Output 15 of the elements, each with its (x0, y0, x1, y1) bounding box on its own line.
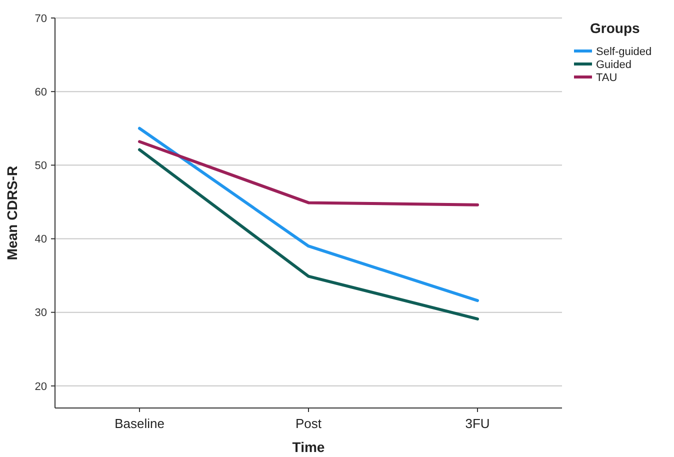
y-tick-label: 20 (34, 380, 47, 393)
x-tick-label: Baseline (114, 416, 164, 431)
y-tick-label: 60 (34, 86, 47, 98)
legend-title: Groups (590, 20, 640, 36)
x-axis-title: Time (292, 439, 325, 455)
legend-label: TAU (596, 72, 618, 84)
legend-label: Guided (596, 58, 632, 71)
x-tick-label: Post (295, 416, 322, 431)
y-tick-label: 50 (34, 160, 47, 172)
y-tick-label: 30 (34, 307, 47, 320)
y-tick-label: 40 (34, 234, 47, 246)
y-tick-label: 70 (34, 12, 47, 25)
y-axis-title: Mean CDRS-R (4, 166, 20, 260)
x-tick-label: 3FU (465, 416, 490, 431)
legend-label: Self-guided (596, 46, 652, 58)
